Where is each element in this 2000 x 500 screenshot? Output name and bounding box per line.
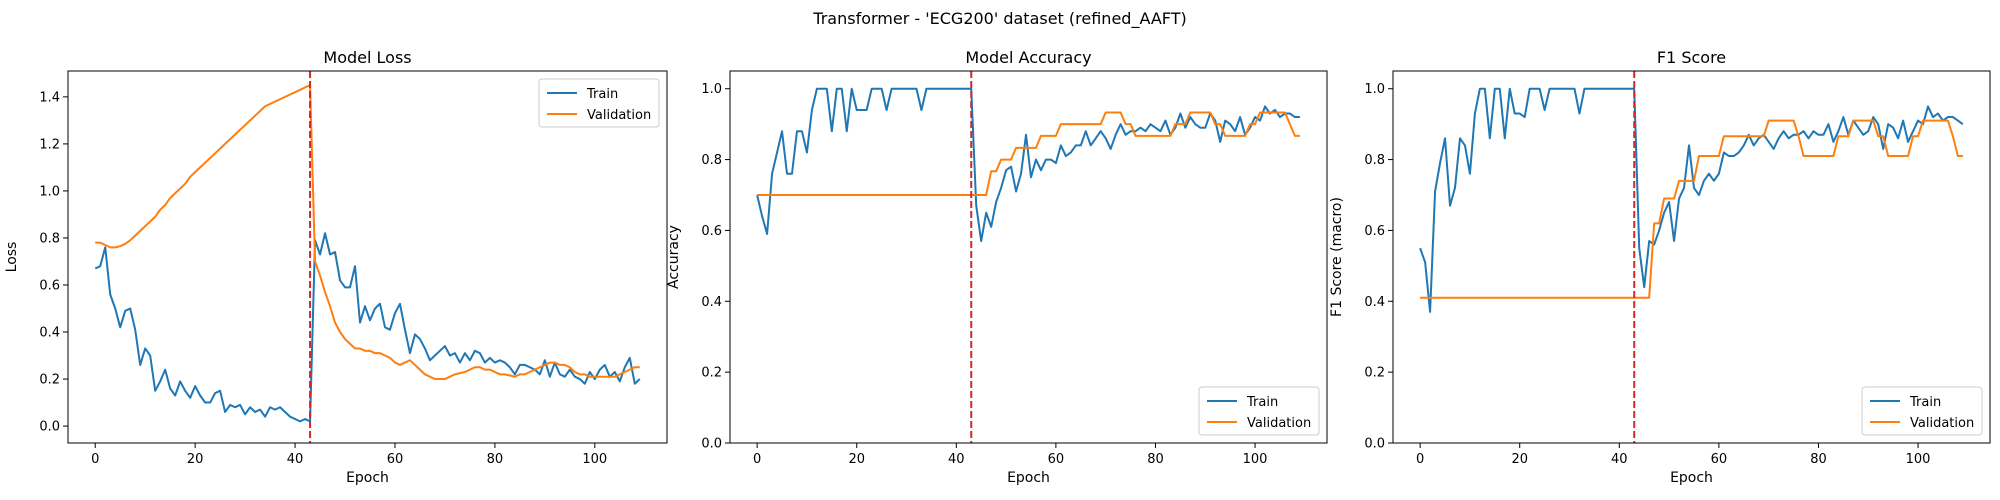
series-line-validation bbox=[1420, 119, 1963, 299]
x-tick-label: 0 bbox=[91, 452, 99, 467]
x-tick-label: 40 bbox=[948, 452, 965, 467]
x-axis-label: Epoch bbox=[346, 470, 389, 486]
x-tick-label: 20 bbox=[848, 452, 865, 467]
y-tick-label: 1.4 bbox=[39, 90, 60, 105]
series-line-train bbox=[1419, 87, 1964, 313]
y-tick-label: 0.2 bbox=[39, 373, 60, 388]
x-tick-label: 80 bbox=[1147, 452, 1164, 467]
axes-frame bbox=[1392, 70, 1991, 444]
chart-panel-2: Model Accuracy 0 20 40 60 80 100 0.0 0.2 0.4 0.6 0.… bbox=[666, 48, 1328, 486]
y-tick-label: 1.0 bbox=[39, 184, 60, 199]
x-tick-label: 20 bbox=[1511, 452, 1528, 467]
x-tick-label: 0 bbox=[753, 452, 761, 467]
y-tick-label: 0.0 bbox=[1364, 437, 1385, 452]
legend: Train Validation bbox=[538, 78, 660, 128]
plot-area bbox=[94, 71, 641, 443]
x-axis-label: Epoch bbox=[1670, 470, 1713, 486]
series-line-validation bbox=[757, 111, 1300, 196]
x-tick-label: 60 bbox=[1711, 452, 1728, 467]
x-tick-label: 100 bbox=[1906, 452, 1931, 467]
chart-title: Model Accuracy bbox=[965, 48, 1091, 67]
axes-frame bbox=[729, 70, 1328, 444]
y-tick-label: 0.6 bbox=[39, 278, 60, 293]
y-tick-label: 0.6 bbox=[701, 224, 722, 239]
chart-panel-1: Model Loss 0 20 40 60 80 100 0.0 0.2 0.4 0.6 0.8 1.0… bbox=[4, 48, 668, 486]
y-axis-label: Loss bbox=[4, 242, 20, 273]
legend-label-validation: Validation bbox=[1247, 416, 1311, 431]
chart-panel-3: F1 Score 0 20 40 60 80 100 0.0 0.2 0.4 0.6 0.8 1.0 Ep… bbox=[1329, 48, 1991, 486]
plot-area bbox=[756, 71, 1300, 443]
x-tick-label: 60 bbox=[387, 452, 404, 467]
x-tick-label: 100 bbox=[1243, 452, 1268, 467]
legend: Train Validation bbox=[1861, 386, 1983, 436]
x-tick-label: 80 bbox=[487, 452, 504, 467]
series-line-validation bbox=[95, 84, 640, 381]
y-tick-label: 0.4 bbox=[1364, 295, 1385, 310]
y-tick-label: 0.0 bbox=[701, 437, 722, 452]
y-tick-label: 1.2 bbox=[39, 137, 60, 152]
axes-frame bbox=[67, 70, 668, 444]
x-tick-label: 40 bbox=[287, 452, 304, 467]
x-tick-label: 40 bbox=[1611, 452, 1628, 467]
y-tick-label: 0.4 bbox=[701, 295, 722, 310]
y-tick-label: 0.0 bbox=[39, 420, 60, 435]
y-tick-label: 0.8 bbox=[39, 231, 60, 246]
x-tick-label: 100 bbox=[582, 452, 607, 467]
y-tick-label: 1.0 bbox=[701, 82, 722, 97]
y-tick-label: 0.2 bbox=[701, 366, 722, 381]
x-axis-label: Epoch bbox=[1007, 470, 1050, 486]
y-tick-label: 1.0 bbox=[1364, 82, 1385, 97]
legend-label-train: Train bbox=[586, 87, 618, 102]
x-tick-label: 60 bbox=[1048, 452, 1065, 467]
plot-area bbox=[1419, 71, 1964, 443]
x-tick-label: 20 bbox=[187, 452, 204, 467]
legend-label-validation: Validation bbox=[587, 108, 651, 123]
chart-title: Model Loss bbox=[323, 48, 411, 67]
chart-title: F1 Score bbox=[1657, 48, 1726, 67]
series-line-train bbox=[94, 232, 641, 423]
x-tick-label: 0 bbox=[1416, 452, 1424, 467]
y-tick-label: 0.2 bbox=[1364, 366, 1385, 381]
y-tick-label: 0.8 bbox=[701, 153, 722, 168]
y-tick-label: 0.6 bbox=[1364, 224, 1385, 239]
y-tick-label: 0.8 bbox=[1364, 153, 1385, 168]
legend-label-train: Train bbox=[1246, 395, 1278, 410]
y-tick-label: 0.4 bbox=[39, 326, 60, 341]
legend: Train Validation bbox=[1198, 386, 1320, 436]
series-line-train bbox=[756, 87, 1300, 243]
x-tick-label: 80 bbox=[1810, 452, 1827, 467]
y-axis-label: F1 Score (macro) bbox=[1329, 197, 1345, 317]
legend-label-train: Train bbox=[1909, 395, 1941, 410]
legend-label-validation: Validation bbox=[1910, 416, 1974, 431]
y-axis-label: Accuracy bbox=[666, 225, 682, 289]
figure-title: Transformer - 'ECG200' dataset (refined_… bbox=[812, 9, 1186, 29]
